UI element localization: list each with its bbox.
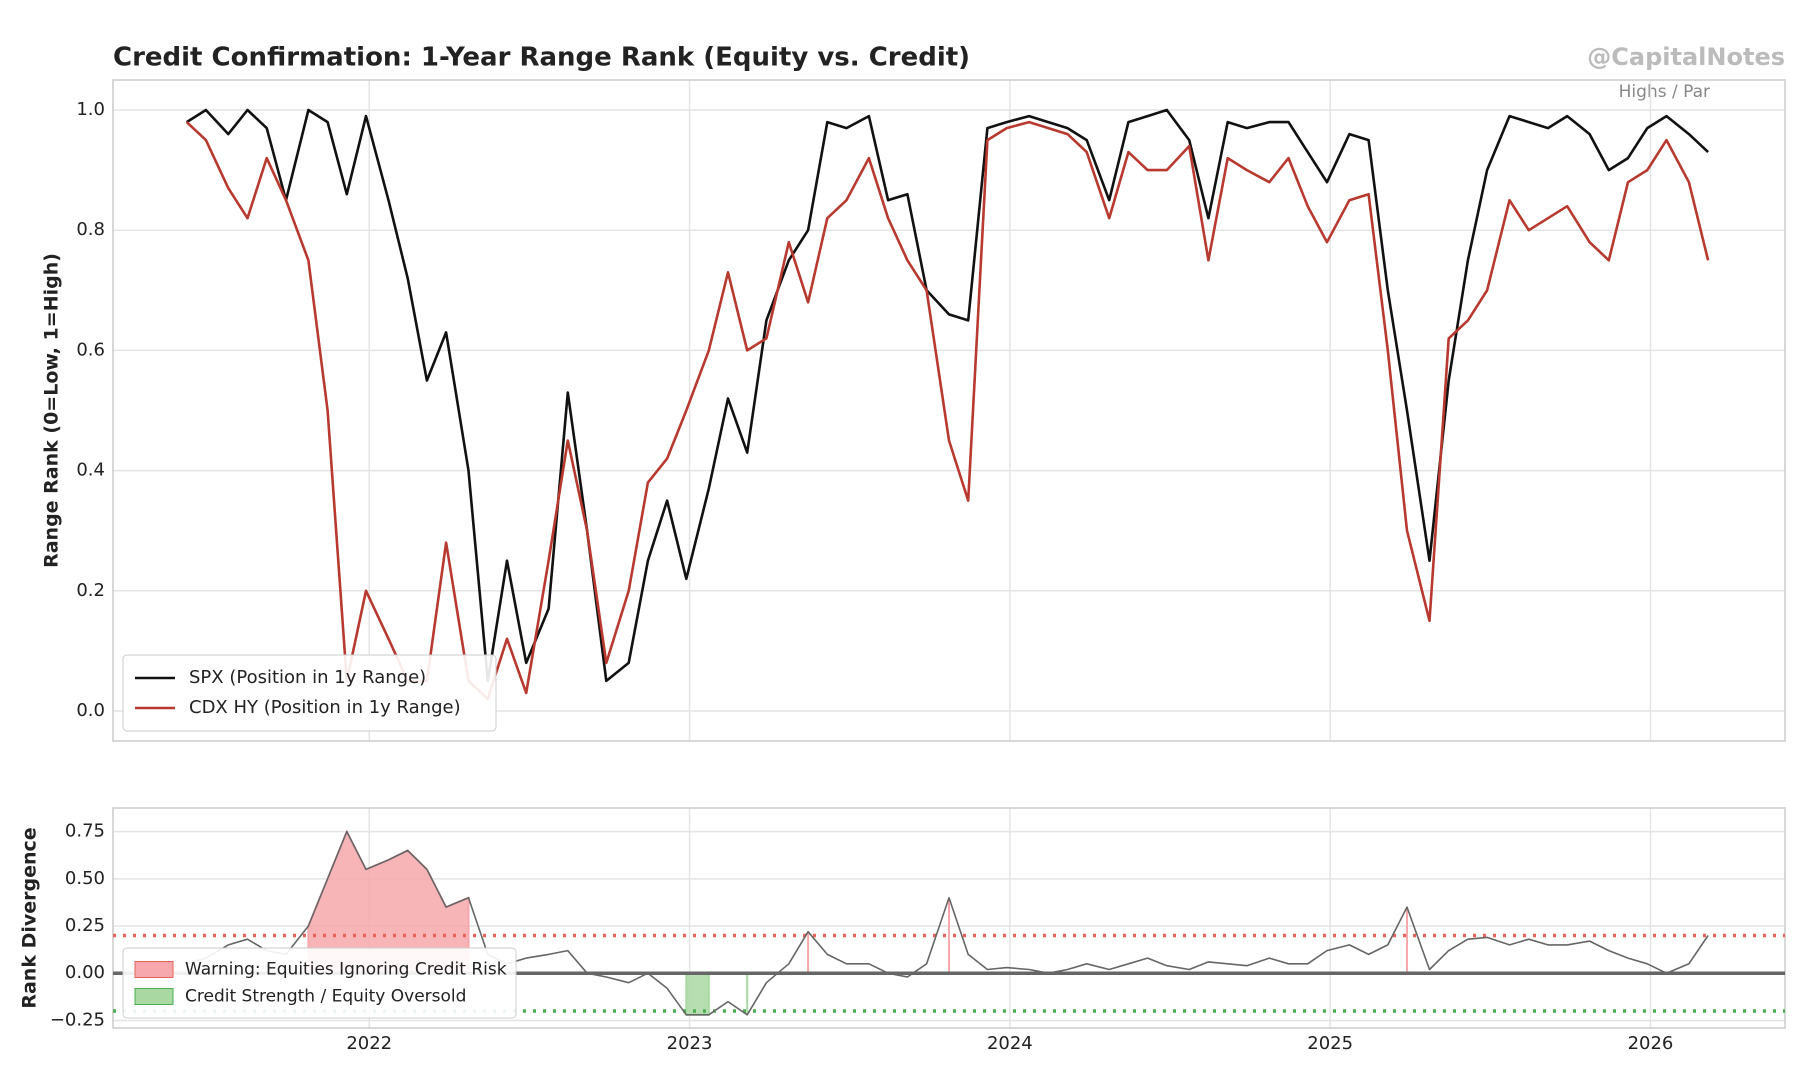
y-tick-label: 0.8 [76,219,105,240]
series-line [186,108,1709,683]
watermark: @CapitalNotes [1587,43,1785,71]
legend-label: SPX (Position in 1y Range) [189,667,426,688]
y-tick-label: 0.0 [76,700,105,721]
y-tick-label: 0.25 [65,915,105,936]
y-axis-label: Range Rank (0=Low, 1=High) [41,253,63,568]
legend-label: CDX HY (Position in 1y Range) [189,697,461,718]
legend-swatch [134,961,174,978]
x-tick-label: 2026 [1628,1033,1674,1054]
signal-fill [685,972,710,1016]
y-tick-label: 0.50 [65,868,105,889]
y-tick-label: 0.4 [76,460,105,481]
y-tick-label: 0.2 [76,580,105,601]
x-tick-label: 2025 [1307,1033,1353,1054]
y-tick-label: 0.6 [76,339,105,360]
plot-frame [112,79,1786,742]
plot-frame [112,807,1786,1029]
chart-title: Credit Confirmation: 1-Year Range Rank (… [113,43,970,73]
legend-box [122,947,517,1019]
x-tick-label: 2023 [667,1033,713,1054]
legend-label: Warning: Equities Ignoring Credit Risk [185,960,507,980]
legend-box [122,654,497,732]
x-tick-label: 2024 [987,1033,1033,1054]
y-axis-label: Rank Divergence [19,827,41,1008]
y-tick-label: 1.0 [76,99,105,120]
divergence-line [186,830,1709,1016]
annotation: Highs / Par [1619,82,1710,102]
x-tick-label: 2022 [346,1033,392,1054]
legend-label: Credit Strength / Equity Oversold [185,987,466,1007]
series-line [185,120,1710,701]
y-tick-label: 0.00 [65,962,105,983]
y-tick-label: −0.25 [50,1009,105,1030]
legend-swatch [134,988,174,1005]
y-tick-label: 0.75 [65,821,105,842]
